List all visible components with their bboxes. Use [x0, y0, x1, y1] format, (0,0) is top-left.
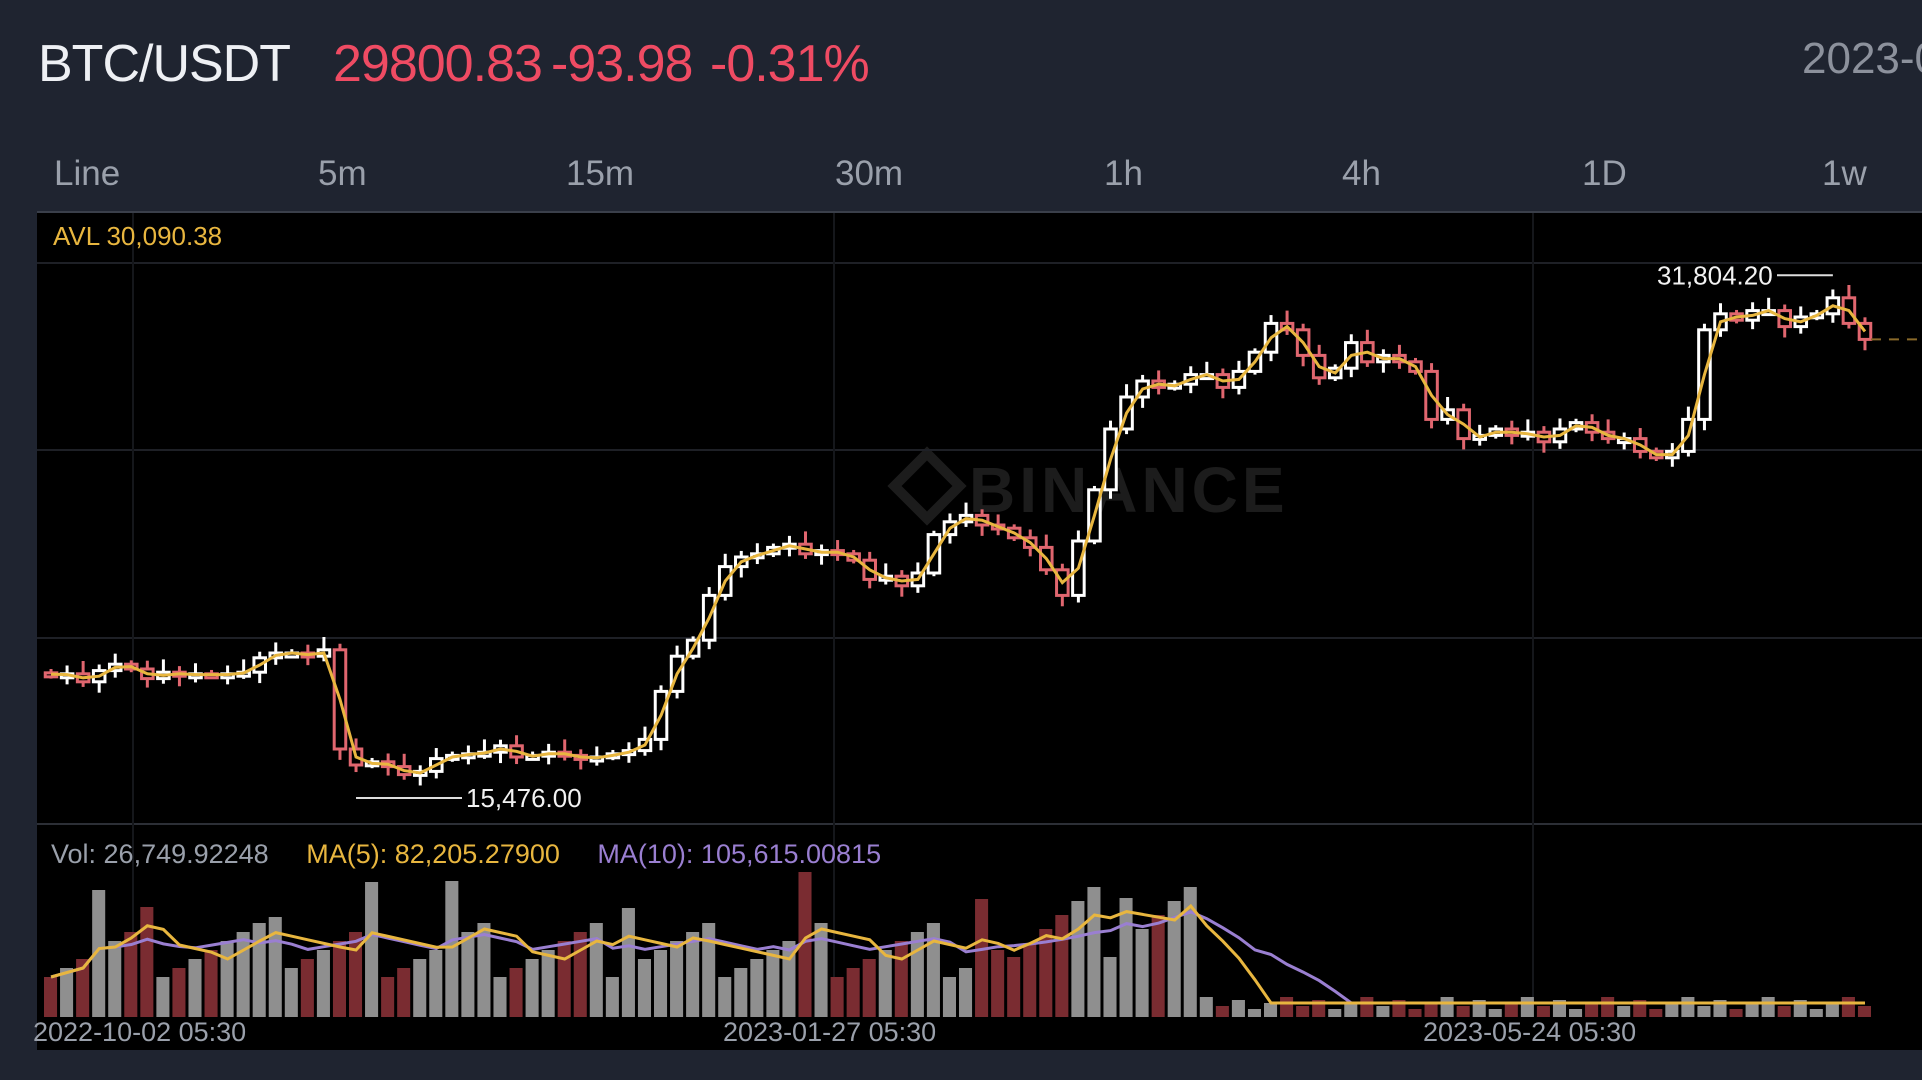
avl-indicator: AVL 30,090.38	[53, 221, 223, 251]
volume-legend: Vol: 26,749.92248 MA(5): 82,205.27900 MA…	[51, 839, 911, 870]
tab-30m[interactable]: 30m	[835, 154, 904, 193]
current-datetime: 2023-0	[1802, 34, 1922, 83]
volume-ma5: MA(5): 82,205.27900	[306, 839, 560, 869]
svg-text:31,804.20: 31,804.20	[1657, 260, 1773, 290]
tab-line[interactable]: Line	[54, 154, 121, 193]
tab-1h[interactable]: 1h	[1104, 154, 1143, 193]
tab-1w[interactable]: 1w	[1822, 154, 1867, 193]
price-change-percent: -0.31%	[710, 35, 870, 93]
tab-1d[interactable]: 1D	[1582, 154, 1627, 193]
trading-pair[interactable]: BTC/USDT	[38, 35, 291, 93]
volume-value: Vol: 26,749.92248	[51, 839, 269, 869]
x-axis-label: 2022-10-02 05:30	[33, 1017, 247, 1047]
last-price: 29800.83	[333, 35, 543, 93]
svg-text:15,476.00: 15,476.00	[466, 783, 582, 813]
x-axis-label: 2023-01-27 05:30	[723, 1017, 937, 1047]
candlestick-chart[interactable]: 31,804.20 15,476.00	[37, 213, 1922, 1050]
tab-4h[interactable]: 4h	[1342, 154, 1381, 193]
tab-5m[interactable]: 5m	[318, 154, 367, 193]
ticker-header: BTC/USDT 29800.83 -93.98 -0.31% 2023-0	[0, 0, 1922, 130]
volume-ma10: MA(10): 105,615.00815	[597, 839, 882, 869]
price-change: -93.98	[551, 35, 693, 93]
chart-panel[interactable]: BINANCE 31,804.20 15,476.00 AVL 30,090.38…	[33, 211, 1922, 1050]
x-axis-label: 2023-05-24 05:30	[1423, 1017, 1637, 1047]
watermark: BINANCE	[969, 454, 1289, 526]
tab-15m[interactable]: 15m	[566, 154, 635, 193]
interval-tabs: Line 5m 15m 30m 1h 4h 1D 1w	[0, 140, 1922, 210]
